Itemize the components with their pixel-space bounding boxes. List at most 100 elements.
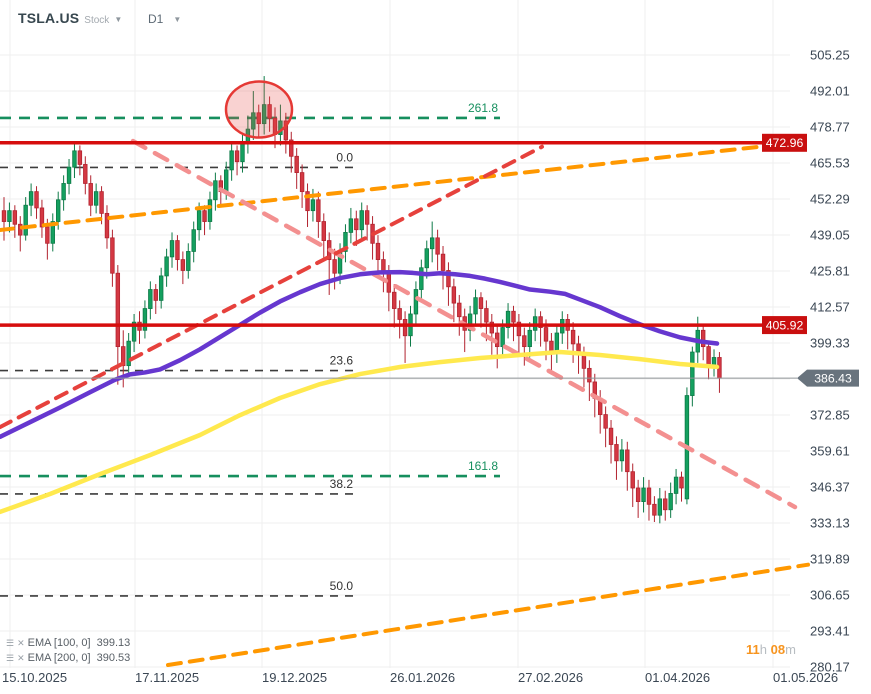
- candle-body: [359, 210, 364, 231]
- candle-body: [646, 487, 652, 505]
- time-axis-label: 01.04.2026: [645, 670, 710, 685]
- candle-body: [587, 367, 592, 383]
- candle-body: [278, 120, 283, 135]
- candle-body: [543, 327, 549, 342]
- price-axis-label: 412.57: [810, 299, 850, 314]
- price-level-badge-label: 405.92: [766, 318, 804, 332]
- candle-body: [478, 297, 484, 309]
- candle-body: [413, 289, 419, 315]
- candle-body: [12, 210, 18, 225]
- candle-body: [196, 210, 202, 231]
- candle-countdown-timer: 11h 08m: [746, 642, 796, 657]
- candle-body: [473, 297, 478, 315]
- candle-body: [28, 191, 34, 206]
- candle-body: [706, 346, 711, 367]
- price-axis-label: 505.25: [810, 48, 850, 63]
- candle-body: [191, 229, 196, 252]
- candle-body: [663, 498, 668, 511]
- price-axis-label: 478.77: [810, 119, 850, 134]
- close-icon[interactable]: ✕: [17, 637, 24, 648]
- close-icon[interactable]: ✕: [17, 652, 24, 663]
- candle-body: [505, 310, 511, 328]
- candle-body: [110, 237, 115, 274]
- fib-level-label: 38.2: [330, 477, 354, 491]
- candle-body: [603, 414, 608, 429]
- price-axis-label: 452.29: [810, 191, 850, 206]
- candle-body: [516, 321, 522, 337]
- fib-level-label: 0.0: [336, 150, 353, 164]
- indicator-legend-ema100: ☰ ✕ EMA [100, 0] 399.13: [6, 637, 130, 649]
- candle-body: [186, 251, 191, 271]
- candle-body: [39, 207, 45, 228]
- candle-body: [121, 346, 126, 367]
- candle-body: [234, 150, 240, 163]
- candle-body: [321, 221, 326, 241]
- candle-body: [386, 272, 392, 293]
- candle-body: [207, 199, 213, 222]
- candle-body: [66, 166, 72, 184]
- fib-level-label: 50.0: [330, 579, 354, 593]
- candle-body: [93, 191, 99, 206]
- candle-body: [522, 335, 527, 348]
- price-axis-label: 319.89: [810, 551, 850, 566]
- candle-body: [446, 270, 451, 288]
- settings-icon[interactable]: ☰: [6, 637, 14, 648]
- fib-level-label: 161.8: [468, 459, 498, 473]
- symbol-selector[interactable]: TSLA.US Stock ▼: [18, 10, 122, 26]
- price-axis-label: 346.37: [810, 479, 850, 494]
- candle-body: [614, 444, 619, 462]
- ema200-line: [0, 349, 720, 515]
- price-level-badge-label: 472.96: [766, 136, 804, 150]
- candle-body: [402, 319, 408, 337]
- candle-body: [169, 240, 175, 258]
- current-price-badge-label: 386.43: [814, 371, 852, 385]
- candle-body: [175, 240, 180, 261]
- rising-trendline-orange-mid: [0, 145, 759, 232]
- candle-body: [451, 286, 457, 304]
- candle-body: [581, 354, 587, 369]
- current-price-badge: [797, 369, 859, 387]
- candle-body: [343, 232, 348, 252]
- candle-body: [261, 104, 267, 125]
- candle-body: [45, 226, 50, 244]
- timeframe-selector[interactable]: D1 ▼: [148, 12, 181, 26]
- candle-body: [148, 289, 153, 309]
- candle-body: [608, 427, 614, 445]
- chevron-down-icon: ▼: [114, 15, 123, 24]
- candle-body: [641, 487, 646, 502]
- candle-body: [34, 191, 39, 209]
- timeframe-label: D1: [148, 12, 164, 26]
- candle-body: [142, 308, 148, 331]
- time-axis-label: 27.02.2026: [518, 670, 583, 685]
- candle-body: [126, 340, 131, 367]
- candle-body: [7, 210, 12, 222]
- candle-body: [679, 476, 684, 489]
- price-level-badge: [762, 316, 807, 335]
- fib-level-label: 261.8: [468, 101, 498, 115]
- candle-body: [625, 449, 630, 473]
- candle-body: [500, 327, 505, 348]
- time-axis-label: 19.12.2025: [262, 670, 327, 685]
- price-axis-label: 425.81: [810, 263, 850, 278]
- price-axis-label: 465.53: [810, 155, 850, 170]
- candle-body: [316, 199, 321, 222]
- candle-body: [153, 289, 158, 301]
- instrument-type-label: Stock: [84, 15, 110, 26]
- candle-body: [673, 476, 679, 494]
- candle-body: [419, 267, 424, 290]
- candle-body: [180, 259, 186, 271]
- rising-trendline-orange-lower: [166, 562, 810, 668]
- candle-body: [256, 112, 261, 125]
- settings-icon[interactable]: ☰: [6, 652, 14, 663]
- candle-body: [99, 191, 104, 214]
- candle-body: [213, 180, 218, 201]
- candle-body: [267, 104, 272, 119]
- price-axis-label: 359.61: [810, 443, 850, 458]
- candle-body: [50, 221, 55, 244]
- candle-body: [570, 329, 576, 345]
- candle-body: [283, 120, 289, 141]
- candle-body: [619, 449, 625, 462]
- candle-body: [397, 308, 402, 320]
